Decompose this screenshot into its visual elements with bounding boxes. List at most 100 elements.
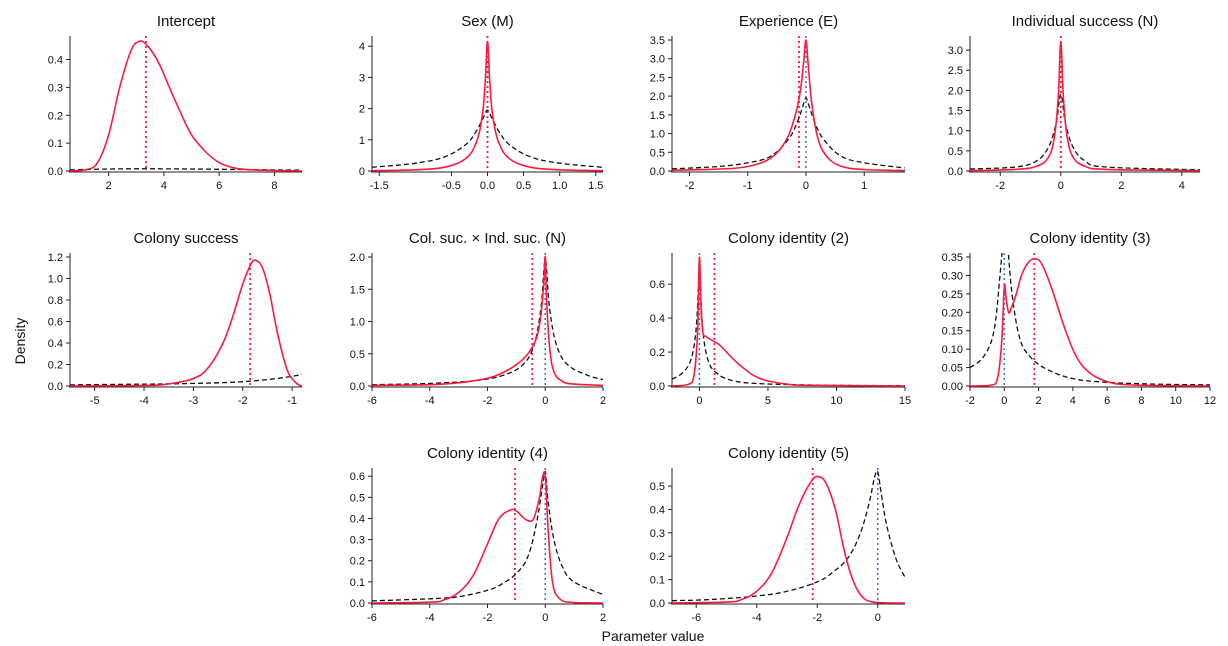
x-tick-label: -1.5	[370, 180, 389, 192]
y-tick-label: 0.4	[48, 338, 63, 350]
axes	[371, 468, 603, 605]
y-tick-label: 0.10	[942, 344, 963, 356]
prior-density-line	[70, 373, 302, 386]
y-tick-label: 0.0	[350, 381, 365, 393]
x-tick-label: -2	[483, 395, 493, 407]
plot-area	[372, 36, 603, 172]
x-tick-label: -2	[685, 180, 695, 192]
x-tick-label: 2	[600, 612, 606, 624]
x-tick-label: -4	[139, 395, 149, 407]
panel-10: Colony identity (5) 0.0 0.1 0.2 0.3 0.4 0.5 -6 -…	[650, 445, 905, 624]
x-tick-label: 1	[861, 180, 867, 192]
y-tick-label: 0.5	[650, 147, 665, 159]
posterior-density-line	[372, 471, 603, 604]
x-tick-label: 10	[1170, 395, 1182, 407]
panel-9: Colony identity (4) 0.0 0.1 0.2 0.3 0.4 0.5 0.6…	[350, 445, 606, 624]
panel-7: Colony identity (2) 0.0 0.2 0.4 0.6 0 5 10 15	[650, 230, 911, 407]
x-tick-label: 1.5	[588, 180, 603, 192]
y-tick-label: 0.4	[350, 513, 365, 525]
posterior-density-line	[672, 475, 905, 604]
x-tick-label: 4	[1070, 395, 1076, 407]
y-tick-label: 0.6	[650, 279, 665, 291]
x-tick-label: 2	[600, 395, 606, 407]
y-tick-label: 0.0	[948, 166, 963, 178]
y-tick-label: 0.3	[350, 535, 365, 547]
x-tick-label: 0	[875, 612, 881, 624]
y-tick-label: 1.0	[948, 126, 963, 138]
panel-title: Sex (M)	[461, 13, 514, 30]
y-tick-label: 0.20	[942, 307, 963, 319]
y-tick-label: 1.0	[48, 274, 63, 286]
prior-density-line	[672, 256, 905, 387]
x-tick-label: -1	[287, 395, 297, 407]
prior-density-line	[372, 109, 603, 168]
posterior-density-line	[70, 259, 302, 387]
y-tick-label: 0.0	[48, 381, 63, 393]
x-tick-label: -2	[238, 395, 248, 407]
y-tick-label: 0.6	[48, 317, 63, 329]
y-tick-label: 3.0	[650, 54, 665, 66]
posterior-density-line	[672, 257, 905, 387]
panel-title: Colony success	[133, 230, 238, 247]
y-tick-label: 0.5	[350, 492, 365, 504]
y-tick-label: 0.15	[942, 326, 963, 338]
x-tick-label: 0	[542, 395, 548, 407]
x-tick-label: 5	[765, 395, 771, 407]
prior-density-line	[970, 253, 1210, 386]
prior-density-line	[970, 93, 1200, 171]
prior-density-line	[70, 168, 302, 171]
y-tick-label: 2.5	[948, 65, 963, 77]
plot-area	[970, 253, 1210, 387]
x-axis-label: Parameter value	[602, 628, 705, 644]
y-tick-label: 0.6	[350, 471, 365, 483]
x-tick-label: 0	[1001, 395, 1007, 407]
x-tick-label: -2	[965, 395, 975, 407]
plot-area	[70, 253, 302, 387]
x-tick-label: 6	[1104, 395, 1110, 407]
y-tick-label: 0.4	[650, 313, 665, 325]
posterior-density-line	[70, 40, 302, 172]
x-tick-label: -6	[367, 395, 377, 407]
y-tick-label: 2.0	[948, 85, 963, 97]
prior-density-line	[672, 470, 905, 602]
posterior-density-line	[372, 40, 603, 172]
panel-4: Individual success (N) 0.0 0.5 1.0 1.5 2.0 2.5…	[948, 13, 1200, 192]
panel-6: Col. suc. × Ind. suc. (N) 0.0 0.5 1.0 1.5 2.0…	[350, 230, 606, 407]
y-tick-label: 0.4	[48, 55, 63, 67]
y-tick-label: 0.2	[48, 110, 63, 122]
x-tick-label: -4	[425, 395, 435, 407]
x-tick-label: -4	[425, 612, 435, 624]
y-tick-label: 1.5	[350, 284, 365, 296]
y-tick-label: 0.05	[942, 363, 963, 375]
posterior-density-line	[970, 41, 1200, 172]
panel-title: Colony identity (5)	[728, 445, 849, 462]
plot-area	[672, 468, 905, 604]
y-tick-label: 2.0	[650, 91, 665, 103]
plot-area	[70, 36, 302, 172]
y-tick-label: 0.00	[942, 381, 963, 393]
y-tick-label: 0.5	[350, 349, 365, 361]
panel-title: Individual success (N)	[1012, 13, 1159, 30]
axes	[671, 253, 905, 388]
axes	[671, 36, 905, 173]
x-tick-label: -5	[90, 395, 100, 407]
x-tick-label: 2	[106, 180, 112, 192]
x-tick-label: 15	[899, 395, 911, 407]
x-tick-label: 10	[830, 395, 842, 407]
x-tick-label: -6	[691, 612, 701, 624]
y-tick-label: 2.0	[350, 252, 365, 264]
x-tick-label: -2	[812, 612, 822, 624]
x-tick-label: -4	[752, 612, 762, 624]
panel-8: Colony identity (3) 0.00 0.05 0.10 0.15 0.20 0…	[942, 230, 1217, 407]
y-tick-label: 0.2	[650, 347, 665, 359]
y-tick-label: 1.5	[948, 106, 963, 118]
posterior-density-line	[970, 257, 1210, 387]
y-tick-label: 1.0	[350, 317, 365, 329]
y-axis-label: Density	[12, 318, 28, 365]
y-tick-label: 0.0	[48, 166, 63, 178]
x-tick-label: 0.0	[480, 180, 495, 192]
x-tick-label: 2	[1118, 180, 1124, 192]
y-tick-label: 0.1	[350, 577, 365, 589]
posterior-density-line	[372, 255, 603, 387]
x-tick-label: 0.5	[516, 180, 531, 192]
